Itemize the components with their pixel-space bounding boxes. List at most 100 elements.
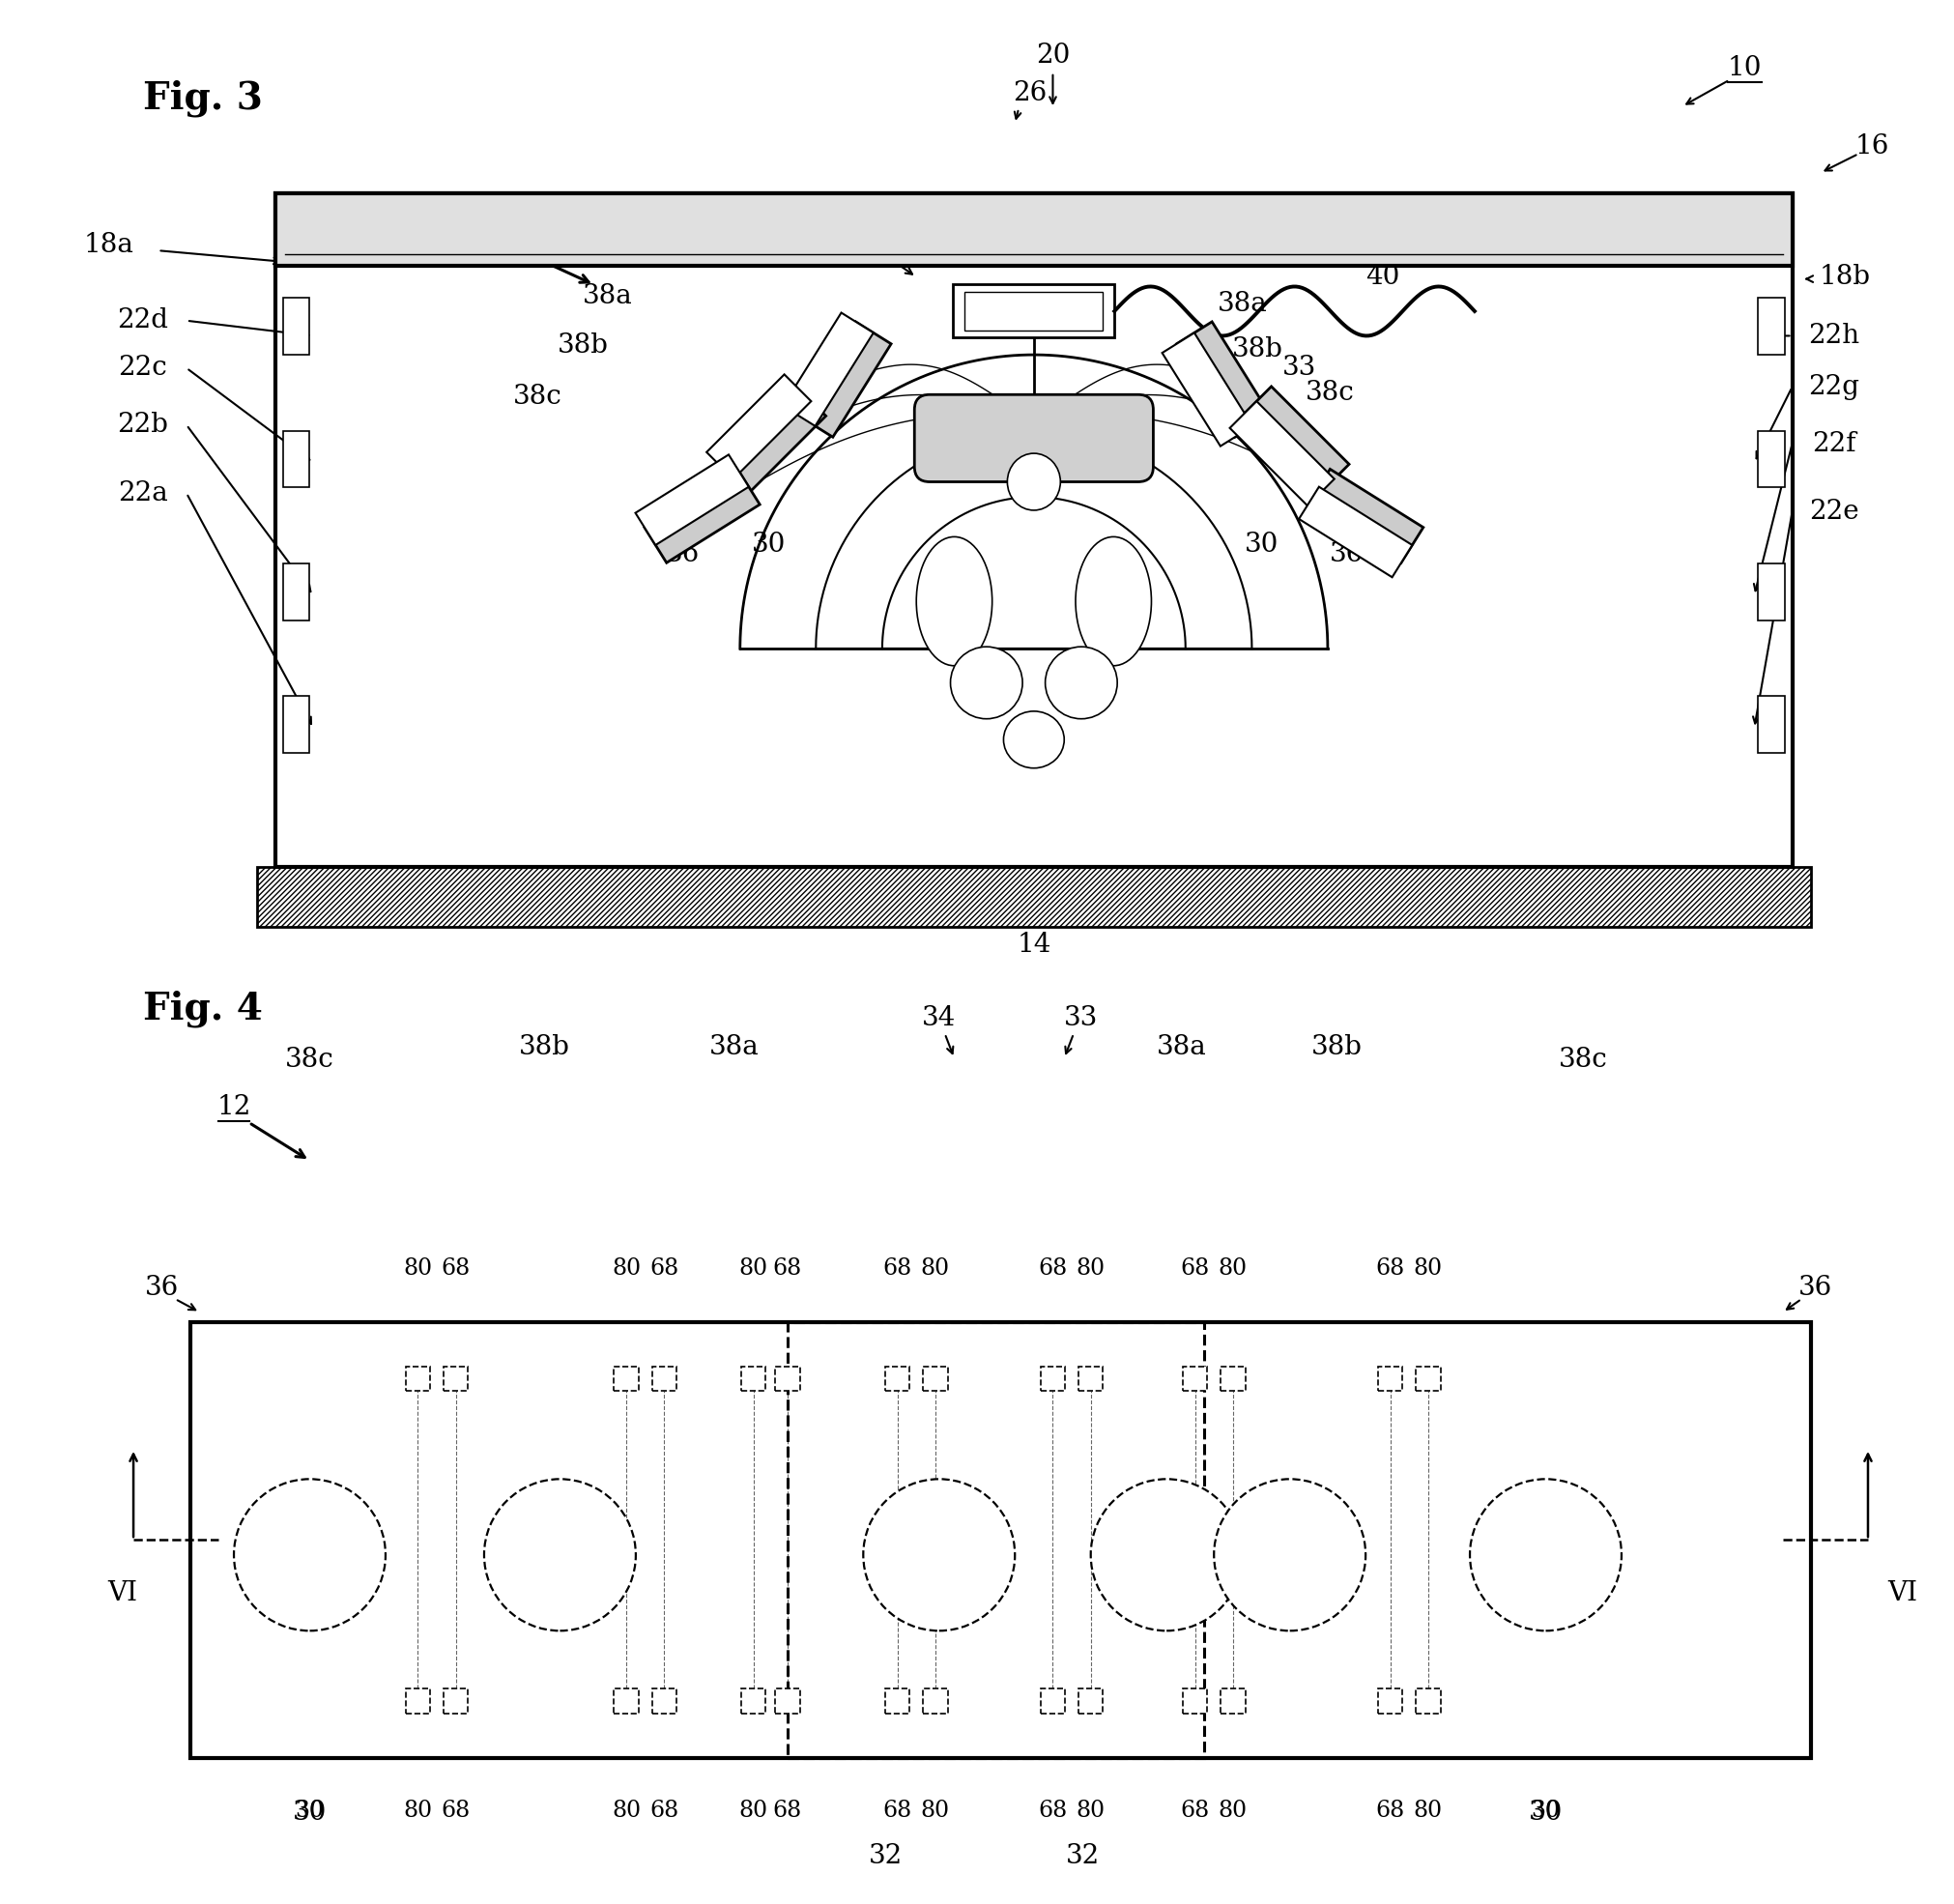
Text: 20: 20 — [1036, 42, 1071, 69]
Circle shape — [234, 1479, 385, 1630]
Text: 68: 68 — [442, 1259, 471, 1279]
Text: 34: 34 — [922, 1005, 956, 1032]
Polygon shape — [784, 312, 873, 426]
Ellipse shape — [1075, 537, 1151, 666]
Text: Fig. 3: Fig. 3 — [143, 80, 262, 116]
Bar — [1759, 430, 1784, 487]
Ellipse shape — [1045, 647, 1118, 720]
Text: 80: 80 — [739, 1259, 768, 1279]
Text: 36: 36 — [1329, 541, 1364, 567]
Text: 16: 16 — [1854, 133, 1890, 160]
Polygon shape — [1307, 468, 1423, 564]
Text: 12: 12 — [496, 228, 530, 253]
Text: 38c: 38c — [1305, 379, 1354, 406]
Text: 32: 32 — [946, 407, 979, 434]
Text: 38c: 38c — [285, 1047, 334, 1074]
Text: 40: 40 — [1366, 265, 1399, 289]
Text: 22e: 22e — [1809, 499, 1858, 526]
Text: 80: 80 — [612, 1259, 641, 1279]
FancyBboxPatch shape — [914, 394, 1153, 482]
Bar — [1221, 1367, 1245, 1392]
Polygon shape — [707, 375, 811, 480]
Text: 38a: 38a — [1217, 291, 1268, 316]
Bar — [1079, 1689, 1104, 1714]
Text: 80: 80 — [612, 1799, 641, 1822]
Text: 36: 36 — [145, 1274, 180, 1300]
Text: 26: 26 — [1012, 80, 1047, 107]
Bar — [404, 1689, 430, 1714]
Bar — [190, 1321, 1811, 1757]
Text: 38a: 38a — [582, 284, 633, 308]
Text: 38b: 38b — [557, 333, 608, 358]
Text: 14: 14 — [1016, 931, 1051, 958]
Bar — [653, 1367, 676, 1392]
Text: 36: 36 — [1798, 1274, 1833, 1300]
Text: 33: 33 — [1065, 1005, 1098, 1032]
Bar — [922, 1689, 948, 1714]
Bar — [1759, 564, 1784, 621]
Text: 80: 80 — [1077, 1799, 1106, 1822]
Polygon shape — [1176, 322, 1270, 438]
Text: 12: 12 — [217, 1095, 250, 1121]
Text: 68: 68 — [649, 1799, 678, 1822]
Bar — [444, 1367, 469, 1392]
Bar — [1759, 697, 1784, 752]
Polygon shape — [1299, 487, 1413, 577]
Text: 32: 32 — [870, 1843, 903, 1870]
Text: 80: 80 — [1413, 1799, 1442, 1822]
Text: 80: 80 — [920, 1799, 950, 1822]
Bar — [922, 1367, 948, 1392]
Bar — [1041, 1367, 1065, 1392]
Bar — [885, 1367, 911, 1392]
Ellipse shape — [1004, 712, 1065, 767]
Text: 38b: 38b — [1233, 335, 1284, 362]
Bar — [276, 194, 1792, 866]
Text: 68: 68 — [774, 1799, 801, 1822]
Text: 22b: 22b — [117, 411, 168, 438]
Circle shape — [1213, 1479, 1366, 1630]
Text: VI: VI — [1888, 1580, 1917, 1605]
Text: 38c: 38c — [512, 383, 561, 409]
Bar — [1378, 1367, 1403, 1392]
Text: 80: 80 — [1413, 1259, 1442, 1279]
Text: 18b: 18b — [1819, 265, 1870, 289]
Bar — [954, 284, 1114, 337]
Text: 30: 30 — [1245, 531, 1278, 558]
Bar — [741, 1689, 766, 1714]
Bar — [614, 1367, 639, 1392]
Text: 68: 68 — [1180, 1799, 1210, 1822]
Text: 22g: 22g — [1807, 373, 1860, 400]
Text: 38b: 38b — [520, 1034, 571, 1061]
Bar — [283, 297, 311, 354]
Text: 80: 80 — [1219, 1259, 1247, 1279]
Text: 10: 10 — [1727, 55, 1763, 82]
Text: 80: 80 — [1077, 1259, 1106, 1279]
Text: 80: 80 — [403, 1259, 432, 1279]
Text: VI: VI — [107, 1580, 137, 1605]
Bar — [444, 1689, 469, 1714]
Bar — [1759, 297, 1784, 354]
Text: 30: 30 — [1528, 1799, 1563, 1826]
Bar — [787, 1321, 1204, 1757]
Polygon shape — [797, 322, 891, 438]
Text: 68: 68 — [883, 1799, 913, 1822]
Bar — [1182, 1367, 1208, 1392]
Polygon shape — [635, 455, 748, 545]
Text: 36: 36 — [666, 541, 700, 567]
Text: 34: 34 — [871, 238, 905, 263]
Text: 68: 68 — [883, 1259, 913, 1279]
Bar — [1041, 1689, 1065, 1714]
Circle shape — [485, 1479, 635, 1630]
Text: 22f: 22f — [1811, 430, 1856, 457]
Circle shape — [864, 1479, 1014, 1630]
Text: Fig. 4: Fig. 4 — [143, 990, 262, 1026]
Text: 30: 30 — [1532, 1799, 1559, 1822]
Text: 38a: 38a — [1157, 1034, 1208, 1061]
Text: 80: 80 — [739, 1799, 768, 1822]
Text: 68: 68 — [1376, 1259, 1405, 1279]
Text: 22a: 22a — [117, 480, 168, 506]
Bar — [1079, 1367, 1104, 1392]
Polygon shape — [1243, 387, 1348, 493]
Text: 32: 32 — [1081, 407, 1116, 434]
Bar — [276, 194, 1792, 267]
